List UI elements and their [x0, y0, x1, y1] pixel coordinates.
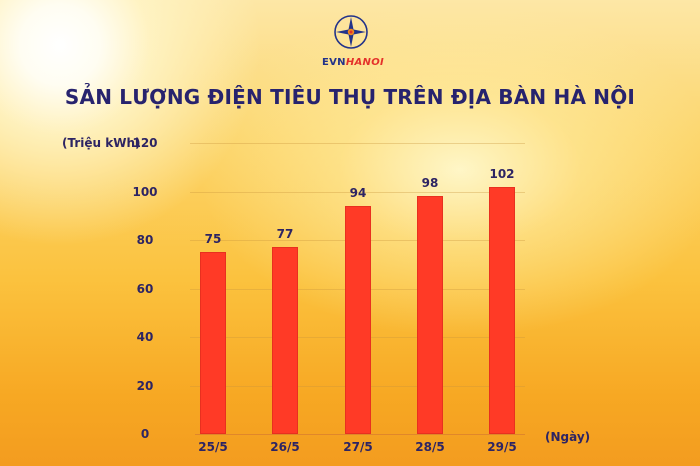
- x-axis-line: [195, 434, 525, 435]
- y-tick-label: 20: [136, 378, 154, 393]
- x-axis-label: (Ngày): [545, 430, 591, 444]
- data-label: 98: [421, 176, 439, 191]
- x-tick-label: 26/5: [270, 440, 300, 454]
- x-tick-label: 29/5: [487, 440, 517, 454]
- y-axis-label: (Triệu kWh): [62, 136, 141, 150]
- gridline: [190, 191, 525, 193]
- bar-27-5: [345, 206, 371, 434]
- data-label: 94: [349, 186, 367, 201]
- brand-hanoi: HANOI: [345, 57, 385, 68]
- data-label: 75: [204, 232, 222, 247]
- gridline: [190, 143, 525, 144]
- bar-28-5: [417, 196, 443, 434]
- y-tick-label: 100: [132, 184, 158, 199]
- data-label: 102: [489, 166, 515, 181]
- y-tick-label: 80: [136, 233, 154, 247]
- chart-title: SẢN LƯỢNG ĐIỆN TIÊU THỤ TRÊN ĐỊA BÀN HÀ …: [64, 85, 636, 109]
- y-tick-label: 120: [132, 136, 158, 150]
- bar-25-5: [200, 252, 226, 434]
- bar-26-5: [272, 247, 298, 434]
- evn-logo-icon: [334, 15, 368, 49]
- bar-29-5: [489, 186, 515, 434]
- y-tick-label: 60: [136, 281, 154, 296]
- y-tick-label: 40: [136, 330, 154, 344]
- y-tick-label: 0: [140, 427, 150, 441]
- data-label: 77: [276, 227, 294, 242]
- x-tick-label: 27/5: [343, 440, 373, 454]
- brand-evn: EVN: [322, 57, 346, 68]
- brand-name: EVNHANOI: [322, 57, 384, 68]
- x-tick-label: 25/5: [198, 440, 228, 454]
- x-tick-label: 28/5: [415, 440, 445, 454]
